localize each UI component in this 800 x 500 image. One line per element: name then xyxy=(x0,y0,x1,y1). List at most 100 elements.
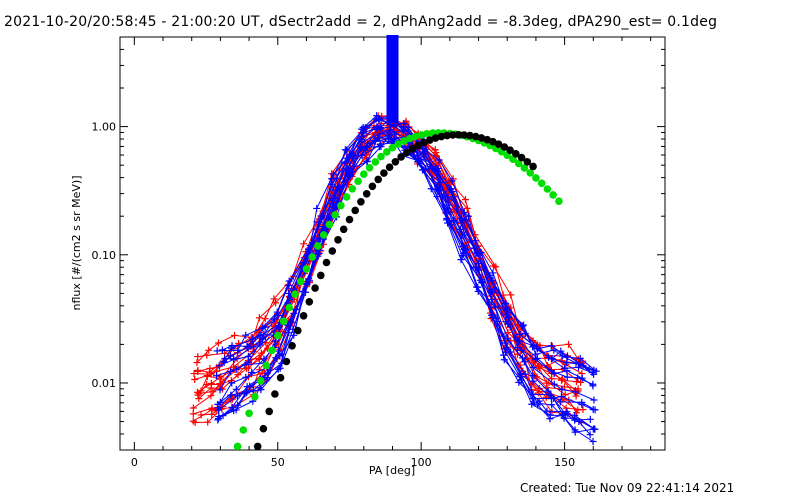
black-fit-point xyxy=(437,132,446,141)
blue-sector-profiles-point xyxy=(546,391,554,399)
blue-sector-profiles-point xyxy=(571,388,579,396)
red-sector-profiles-point xyxy=(558,376,566,384)
blue-sector-profiles-point xyxy=(432,165,440,173)
blue-sector-profiles-point xyxy=(448,177,456,185)
blue-sector-profiles-point xyxy=(232,365,240,373)
black-fit-point xyxy=(397,153,405,161)
y-tick-label: 1.00 xyxy=(92,121,117,134)
black-fit-point xyxy=(391,158,400,166)
blue-sector-profiles-point xyxy=(578,401,586,409)
green-fit-point xyxy=(233,442,242,450)
green-fit-point xyxy=(239,426,248,434)
blue-sector-profiles-point xyxy=(461,231,469,239)
red-sector-profiles-point xyxy=(189,404,197,412)
blue-sector-profiles-point xyxy=(550,394,558,402)
blue-sector-profiles-point xyxy=(528,400,536,408)
red-sector-profiles-point xyxy=(195,395,203,403)
y-tick-label: 0.01 xyxy=(92,377,117,390)
blue-sector-profiles-point xyxy=(529,363,537,371)
blue-sector-profiles-point xyxy=(474,283,482,291)
red-sector-profiles-point xyxy=(562,404,570,412)
green-fit-point xyxy=(331,211,339,219)
red-sector-profiles-point xyxy=(507,291,515,299)
green-fit-point xyxy=(388,143,397,152)
blue-sector-profiles-point xyxy=(227,391,235,399)
black-fit xyxy=(253,131,537,450)
red-sector-profiles-point xyxy=(190,370,198,378)
blue-sector-profiles-point xyxy=(559,410,567,418)
black-fit-point xyxy=(334,236,342,244)
black-fit-point xyxy=(443,131,451,140)
blue-sector-profiles-point xyxy=(344,172,352,180)
blue-sector-profiles-point xyxy=(263,374,271,382)
green-fit-point xyxy=(308,253,317,261)
blue-sector-profiles-point xyxy=(230,355,238,363)
blue-sector-profiles-point xyxy=(493,318,501,326)
black-fit-point xyxy=(477,134,486,142)
blue-sector-profiles-point xyxy=(343,146,351,154)
blue-sector-profiles-point xyxy=(419,149,427,157)
black-fit-point xyxy=(512,150,520,158)
green-fit-point xyxy=(285,303,294,312)
green-fit-point xyxy=(245,409,253,418)
black-fit-point xyxy=(276,373,285,382)
black-fit-point xyxy=(288,342,296,350)
green-fit-point xyxy=(555,197,563,205)
black-fit-point xyxy=(494,140,503,148)
blue-sector-profiles-point xyxy=(274,312,282,320)
blue-sector-profiles-point xyxy=(417,155,425,163)
black-fit-point xyxy=(523,158,532,166)
black-fit-point xyxy=(489,137,497,146)
blue-sector-profiles-point xyxy=(234,346,242,354)
red-sector-profiles-point xyxy=(191,376,199,384)
blue-sector-profiles-point xyxy=(275,322,283,330)
blue-sector-profiles-point xyxy=(571,428,579,436)
blue-sector-profiles-point xyxy=(421,145,429,153)
blue-sector-profiles-point xyxy=(558,386,566,394)
blue-sector-profiles-point xyxy=(284,321,292,329)
green-fit-point xyxy=(411,132,420,141)
blue-sector-profiles-point xyxy=(557,393,565,401)
blue-sector-profiles-point xyxy=(548,401,556,409)
blue-sector-profiles-point xyxy=(519,354,527,362)
red-sector-profiles-point xyxy=(362,153,370,161)
blue-sector-profiles-point xyxy=(249,386,257,394)
black-fit-point xyxy=(500,143,509,151)
red-sector-profiles-point xyxy=(208,404,216,412)
green-fit-point xyxy=(417,131,426,139)
blue-sector-profiles-point xyxy=(576,354,584,362)
black-fit-point xyxy=(466,131,474,140)
blue-sector-profiles-point xyxy=(374,123,382,131)
green-fit-point xyxy=(296,277,305,286)
blue-sector-profiles-point xyxy=(556,398,564,406)
green-fit-point xyxy=(543,185,552,193)
blue-sector-profiles-point xyxy=(214,416,222,424)
green-fit-point xyxy=(400,137,408,145)
black-fit-point xyxy=(351,206,360,215)
blue-sector-profiles-point xyxy=(249,343,257,351)
blue-sector-profiles-point xyxy=(249,335,257,343)
blue-sector-profiles-point xyxy=(500,356,508,364)
blue-sector-profiles-point xyxy=(459,242,467,250)
blue-sector-profiles-point xyxy=(433,193,441,201)
red-sector-profiles-point xyxy=(432,149,440,157)
green-fit-point xyxy=(354,177,362,185)
green-fit-point xyxy=(537,179,546,188)
blue-sector-profiles-point xyxy=(246,382,254,390)
green-fit-point xyxy=(291,290,299,299)
blue-sector-profiles-point xyxy=(273,308,281,316)
blue-sector-profiles-point xyxy=(563,367,571,375)
blue-sector-profiles-point xyxy=(586,415,594,423)
green-fit-point xyxy=(520,164,529,172)
blue-sector-profiles-point xyxy=(563,353,571,361)
black-fit-point xyxy=(345,215,354,224)
black-fit-point xyxy=(408,144,417,153)
blue-sector-profiles-point xyxy=(260,330,268,338)
red-sector-profiles-line xyxy=(197,115,583,362)
green-fit-point xyxy=(383,148,391,156)
blue-sector-profiles-point xyxy=(363,144,371,152)
red-sector-profiles-line xyxy=(193,131,584,422)
black-fit-point xyxy=(294,326,302,335)
blue-sector-profiles-point xyxy=(256,339,264,347)
